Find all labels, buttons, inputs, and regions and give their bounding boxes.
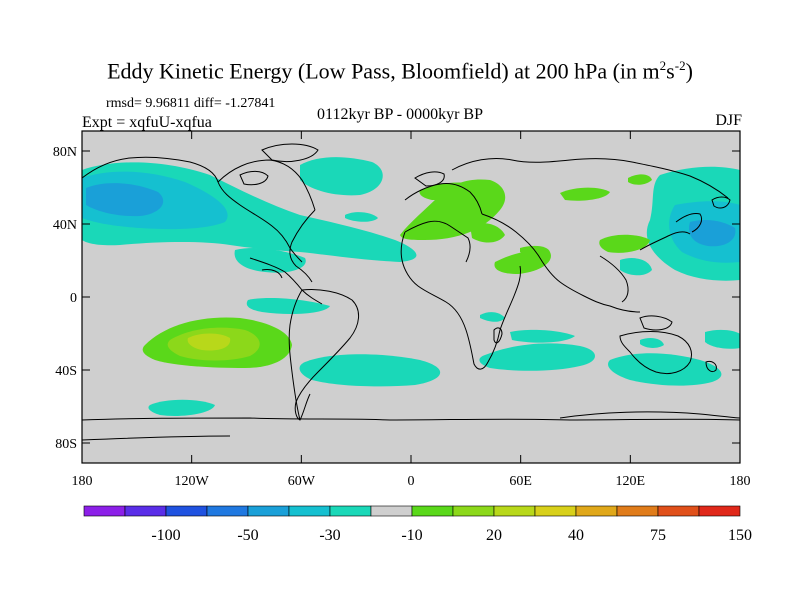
colorbar-swatch <box>493 505 536 517</box>
negative-anomaly-region <box>300 157 383 196</box>
positive-anomaly-region <box>419 182 480 200</box>
experiment-label: Expt = xqfuU-xqfua <box>82 114 212 131</box>
lat-label: 40N <box>53 218 77 233</box>
colorbar-label: -30 <box>319 527 340 544</box>
lon-label: 60W <box>288 474 316 489</box>
coastlines <box>82 143 740 441</box>
positive-anomaly-region <box>560 187 610 201</box>
negative-anomaly-region <box>479 343 595 371</box>
negative-anomaly-region <box>620 258 652 276</box>
colorbar-label: 20 <box>486 527 502 544</box>
latitude-axis: 80N 40N 0 40S 80S <box>53 145 740 452</box>
colorbar-swatch <box>124 505 167 517</box>
negative-anomaly-region <box>246 297 330 314</box>
lon-label: 60E <box>509 474 532 489</box>
colorbar-swatch <box>288 505 331 517</box>
rmsd-diff-text: rmsd= 9.96811 diff= -1.27841 <box>106 96 276 111</box>
positive-anomaly-region <box>494 250 551 274</box>
lat-label: 40S <box>55 364 77 379</box>
colorbar-swatch <box>83 505 126 517</box>
colorbar-swatch <box>165 505 208 517</box>
title-main: Eddy Kinetic Energy (Low Pass, Bloomfiel… <box>107 58 660 84</box>
colorbar-swatch <box>247 505 290 517</box>
lat-label: 80N <box>53 145 77 160</box>
colorbar-swatch <box>657 505 700 517</box>
negative-anomaly-region <box>86 183 164 217</box>
colorbar-label: 75 <box>650 527 666 544</box>
colorbar-swatch <box>329 505 372 517</box>
longitude-axis: 180 120W 60W 0 60E 120E 180 <box>72 131 751 489</box>
colorbar-swatch <box>616 505 659 517</box>
negative-anomaly-region <box>705 329 740 349</box>
title-sup2: -2 <box>674 58 686 73</box>
chart-title: Eddy Kinetic Energy (Low Pass, Bloomfiel… <box>0 58 800 84</box>
colorbar-label: -100 <box>151 527 180 544</box>
lon-label: 120E <box>616 474 646 489</box>
colorbar-swatch <box>575 505 618 517</box>
positive-anomaly-region <box>599 234 650 253</box>
title-end: ) <box>685 58 693 84</box>
colorbar: -100 -50 -30 -10 20 40 75 150 <box>83 505 752 544</box>
positive-anomaly-region <box>628 174 652 185</box>
colorbar-swatch <box>534 505 577 517</box>
negative-anomaly-region <box>345 212 378 222</box>
colorbar-label: 150 <box>728 527 752 544</box>
colorbar-swatch <box>370 505 413 517</box>
negative-anomaly-region <box>688 220 736 247</box>
negative-anomaly-region <box>510 329 575 343</box>
negative-anomaly-region <box>234 247 306 273</box>
colorbar-swatch <box>452 505 495 517</box>
colorbar-label: 40 <box>568 527 584 544</box>
colorbar-swatch <box>411 505 454 517</box>
lat-label: 0 <box>70 291 77 306</box>
colorbar-label: -10 <box>401 527 422 544</box>
season-label: DJF <box>715 112 742 129</box>
lon-label: 180 <box>730 474 751 489</box>
lon-label: 0 <box>408 474 415 489</box>
period-label: 0112kyr BP - 0000kyr BP <box>317 106 483 123</box>
title-sup1: 2 <box>659 58 667 73</box>
negative-anomaly-region <box>480 312 505 322</box>
negative-anomaly-region <box>299 354 441 387</box>
positive-anomaly-region <box>470 223 505 243</box>
colorbar-swatch <box>698 505 741 517</box>
lat-label: 80S <box>55 437 77 452</box>
negative-anomaly-region <box>148 399 215 416</box>
positive-anomaly-regions <box>142 174 652 368</box>
lon-label: 120W <box>175 474 210 489</box>
title-mid: s <box>666 58 675 84</box>
colorbar-label: -50 <box>237 527 258 544</box>
negative-anomaly-regions <box>82 157 740 416</box>
positive-anomaly-region <box>187 333 231 351</box>
colorbar-swatch <box>206 505 249 517</box>
negative-anomaly-region <box>640 337 664 348</box>
lon-label: 180 <box>72 474 93 489</box>
map-panel <box>82 131 740 463</box>
negative-anomaly-region <box>608 353 722 386</box>
